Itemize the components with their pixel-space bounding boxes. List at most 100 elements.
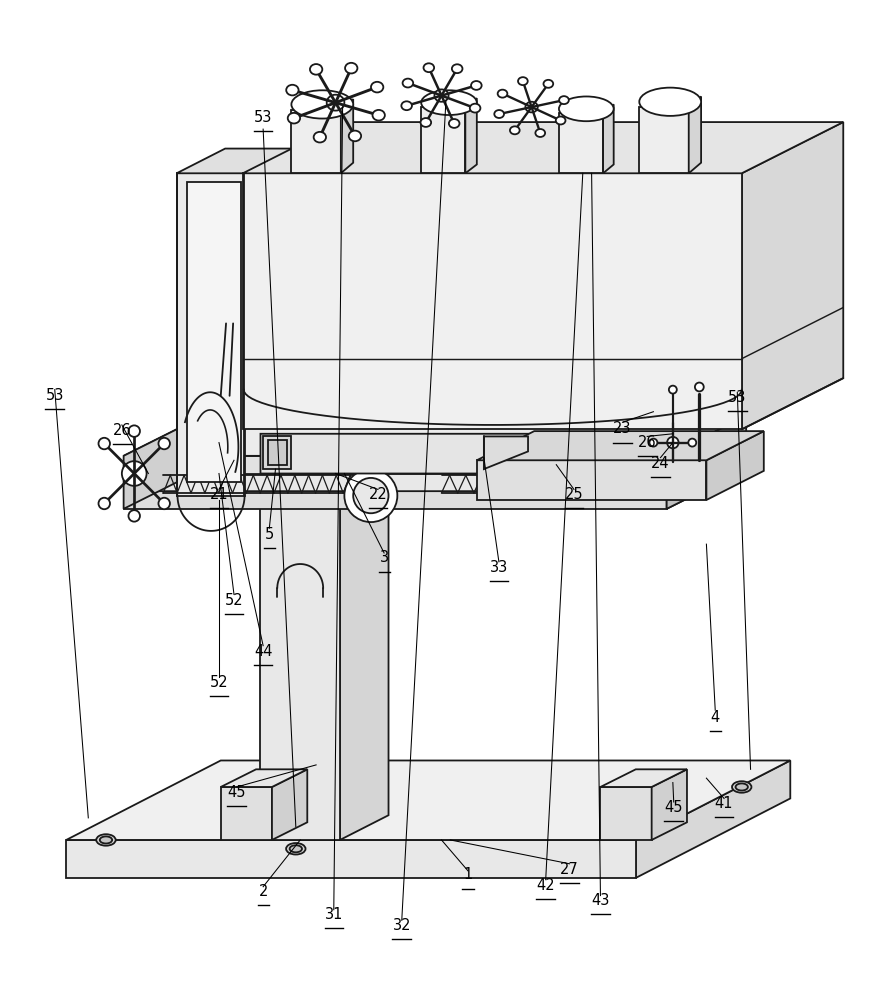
Text: 1: 1 <box>464 867 472 882</box>
Ellipse shape <box>732 781 751 793</box>
Polygon shape <box>272 769 307 840</box>
Text: 52: 52 <box>209 675 229 690</box>
Polygon shape <box>263 436 291 469</box>
Ellipse shape <box>313 132 326 142</box>
Polygon shape <box>177 173 245 496</box>
Ellipse shape <box>129 510 140 522</box>
Ellipse shape <box>99 438 110 449</box>
Ellipse shape <box>544 80 553 88</box>
Ellipse shape <box>470 104 480 113</box>
Text: 24: 24 <box>651 456 670 471</box>
Ellipse shape <box>559 96 569 104</box>
Text: 26: 26 <box>112 423 132 438</box>
Ellipse shape <box>349 131 361 141</box>
Polygon shape <box>66 760 790 840</box>
Polygon shape <box>221 769 307 787</box>
Polygon shape <box>689 96 701 173</box>
Ellipse shape <box>494 110 504 118</box>
Ellipse shape <box>286 85 298 95</box>
Ellipse shape <box>100 836 112 843</box>
Text: 45: 45 <box>665 800 683 815</box>
Polygon shape <box>636 760 790 878</box>
Text: 42: 42 <box>536 878 555 893</box>
Ellipse shape <box>327 95 344 111</box>
Ellipse shape <box>668 437 679 448</box>
Ellipse shape <box>310 64 322 75</box>
Text: 21: 21 <box>209 487 229 502</box>
Ellipse shape <box>96 834 116 846</box>
Text: 44: 44 <box>254 644 272 659</box>
Ellipse shape <box>555 117 565 124</box>
Ellipse shape <box>286 843 306 855</box>
Ellipse shape <box>669 386 676 394</box>
Polygon shape <box>477 431 764 460</box>
Ellipse shape <box>689 439 697 447</box>
Polygon shape <box>742 122 843 429</box>
Ellipse shape <box>434 89 449 102</box>
Polygon shape <box>124 416 746 456</box>
Polygon shape <box>667 416 746 474</box>
Text: 31: 31 <box>325 907 343 922</box>
Polygon shape <box>603 104 614 173</box>
Text: 32: 32 <box>393 918 411 933</box>
Ellipse shape <box>158 438 170 449</box>
Ellipse shape <box>402 101 412 110</box>
Polygon shape <box>559 113 603 173</box>
Text: 22: 22 <box>368 487 388 502</box>
Ellipse shape <box>650 439 657 447</box>
Text: 45: 45 <box>228 785 245 800</box>
Ellipse shape <box>736 783 748 791</box>
Ellipse shape <box>291 90 353 119</box>
Polygon shape <box>600 769 687 787</box>
Polygon shape <box>652 769 687 840</box>
Polygon shape <box>484 436 528 469</box>
Polygon shape <box>221 787 272 840</box>
Polygon shape <box>260 436 389 460</box>
Polygon shape <box>124 491 667 509</box>
Ellipse shape <box>421 90 477 115</box>
Ellipse shape <box>535 129 545 137</box>
Polygon shape <box>667 416 746 509</box>
Ellipse shape <box>99 498 110 509</box>
Polygon shape <box>260 434 528 474</box>
Polygon shape <box>243 173 742 429</box>
Ellipse shape <box>420 118 431 127</box>
Ellipse shape <box>344 469 397 522</box>
Ellipse shape <box>695 383 704 391</box>
Text: 53: 53 <box>46 388 64 403</box>
Ellipse shape <box>634 801 646 808</box>
Ellipse shape <box>373 110 385 121</box>
Text: 26: 26 <box>638 435 657 450</box>
Ellipse shape <box>158 498 170 509</box>
Polygon shape <box>639 107 689 173</box>
Text: 41: 41 <box>715 796 733 811</box>
Polygon shape <box>421 107 465 173</box>
Polygon shape <box>124 456 667 474</box>
Polygon shape <box>706 431 764 500</box>
Ellipse shape <box>290 845 302 852</box>
Text: 3: 3 <box>380 550 389 565</box>
Ellipse shape <box>471 81 481 90</box>
Ellipse shape <box>630 799 650 810</box>
Ellipse shape <box>129 425 140 437</box>
Polygon shape <box>340 436 389 840</box>
Polygon shape <box>268 440 287 465</box>
Text: 5: 5 <box>265 527 274 542</box>
Ellipse shape <box>122 461 147 486</box>
Polygon shape <box>477 460 706 500</box>
Ellipse shape <box>403 79 413 87</box>
Ellipse shape <box>518 77 528 85</box>
Text: 53: 53 <box>254 110 272 125</box>
Text: 4: 4 <box>711 710 720 725</box>
Ellipse shape <box>639 88 701 116</box>
Polygon shape <box>187 182 241 482</box>
Ellipse shape <box>353 478 389 513</box>
Ellipse shape <box>424 63 434 72</box>
Polygon shape <box>260 460 340 840</box>
Polygon shape <box>124 451 746 491</box>
Ellipse shape <box>498 90 508 98</box>
Ellipse shape <box>510 126 519 134</box>
Polygon shape <box>177 149 294 173</box>
Text: 23: 23 <box>614 421 631 436</box>
Polygon shape <box>465 98 477 173</box>
